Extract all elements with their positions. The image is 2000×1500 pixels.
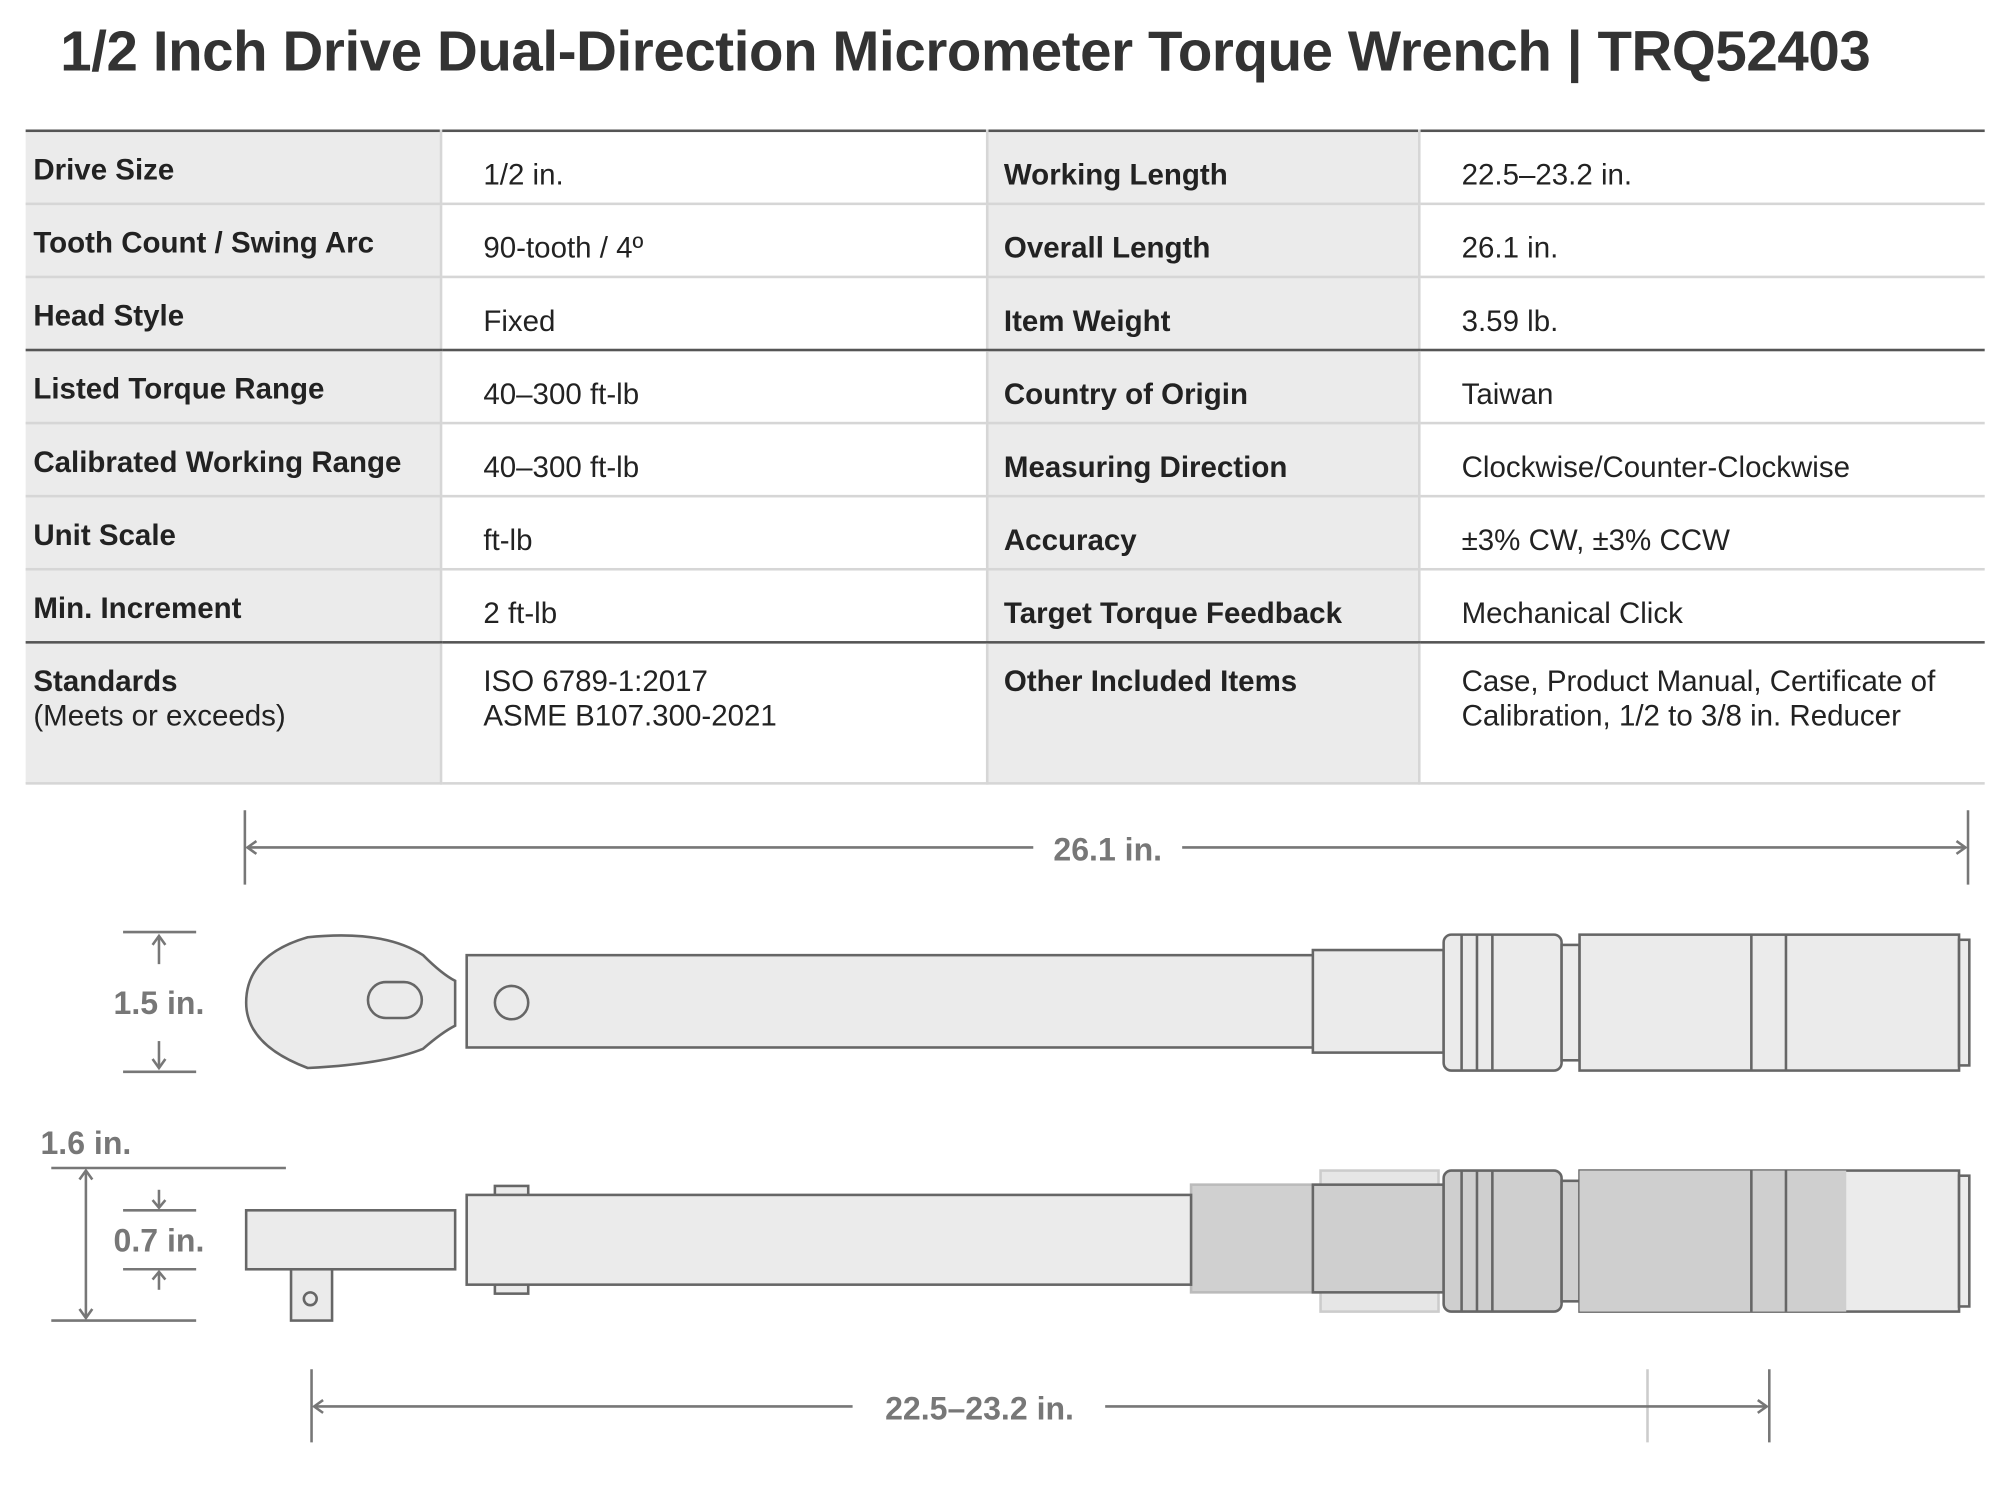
spec-value: Taiwan — [1419, 350, 1985, 425]
spec-value-line: ASME B107.300-2021 — [483, 698, 777, 733]
head-width-label: 1.5 in. — [114, 985, 205, 1021]
table-row: Unit Scale ft-lb Accuracy ±3% CW, ±3% CC… — [25, 496, 1985, 571]
spec-label: Measuring Direction — [987, 423, 1421, 498]
working-length-label: 22.5–23.2 in. — [885, 1390, 1074, 1426]
spec-label-main: Standards — [33, 664, 178, 698]
head-width-dimension-line — [123, 930, 197, 1074]
spec-value: Case, Product Manual, Certificate of Cal… — [1419, 642, 1985, 785]
overall-length-dimension-line — [243, 810, 1970, 885]
spec-label: Drive Size — [25, 129, 443, 206]
spec-value: 1/2 in. — [441, 129, 989, 206]
spec-label: Calibrated Working Range — [25, 423, 443, 498]
spec-label: Min. Increment — [25, 569, 443, 644]
spec-label: Item Weight — [987, 276, 1421, 352]
spec-label: Head Style — [25, 276, 443, 352]
table-row: Standards (Meets or exceeds) ISO 6789-1:2… — [25, 642, 1985, 785]
spec-label: Unit Scale — [25, 496, 443, 571]
head-thickness-label: 0.7 in. — [114, 1222, 205, 1258]
spec-label: Country of Origin — [987, 350, 1421, 425]
spec-value: 40–300 ft-lb — [441, 423, 989, 498]
spec-value: Clockwise/Counter-Clockwise — [1419, 423, 1985, 498]
spec-label: Standards (Meets or exceeds) — [25, 642, 443, 785]
spec-label: Listed Torque Range — [25, 350, 443, 425]
spec-table: Drive Size 1/2 in. Working Length 22.5–2… — [25, 129, 1985, 785]
spec-value: 3.59 lb. — [1419, 276, 1985, 352]
spec-value: ft-lb — [441, 496, 989, 571]
wrench-side-view — [244, 1169, 1971, 1322]
head-thickness-dimension-line — [123, 1189, 197, 1290]
spec-value: Mechanical Click — [1419, 569, 1985, 644]
spec-value-line: ISO 6789-1:2017 — [483, 664, 708, 698]
table-row: Listed Torque Range 40–300 ft-lb Country… — [25, 350, 1985, 425]
working-length-dimension-line — [310, 1369, 1771, 1443]
spec-label: Accuracy — [987, 496, 1421, 571]
spec-value: Fixed — [441, 276, 989, 352]
spec-value: ISO 6789-1:2017 ASME B107.300-2021 — [441, 642, 989, 785]
spec-label-sub: (Meets or exceeds) — [33, 698, 286, 733]
page-title: 1/2 Inch Drive Dual-Direction Micrometer… — [60, 20, 1871, 84]
wrench-top-view — [244, 933, 1971, 1072]
spec-label: Target Torque Feedback — [987, 569, 1421, 644]
spec-value: ±3% CW, ±3% CCW — [1419, 496, 1985, 571]
total-height-dimension-line — [51, 1166, 286, 1322]
spec-label: Tooth Count / Swing Arc — [25, 203, 443, 279]
table-row: Min. Increment 2 ft-lb Target Torque Fee… — [25, 569, 1985, 644]
spec-value: 90-tooth / 4º — [441, 203, 989, 279]
table-row: Tooth Count / Swing Arc 90-tooth / 4º Ov… — [25, 203, 1985, 279]
table-row: Drive Size 1/2 in. Working Length 22.5–2… — [25, 129, 1985, 206]
spec-label: Working Length — [987, 129, 1421, 206]
total-height-label: 1.6 in. — [40, 1125, 131, 1161]
spec-value: 22.5–23.2 in. — [1419, 129, 1985, 206]
spec-value: 40–300 ft-lb — [441, 350, 989, 425]
spec-label: Overall Length — [987, 203, 1421, 279]
spec-value: 2 ft-lb — [441, 569, 989, 644]
spec-label: Other Included Items — [987, 642, 1421, 785]
table-row: Head Style Fixed Item Weight 3.59 lb. — [25, 276, 1985, 352]
overall-length-label: 26.1 in. — [1053, 831, 1162, 867]
table-row: Calibrated Working Range 40–300 ft-lb Me… — [25, 423, 1985, 498]
spec-value: 26.1 in. — [1419, 203, 1985, 279]
